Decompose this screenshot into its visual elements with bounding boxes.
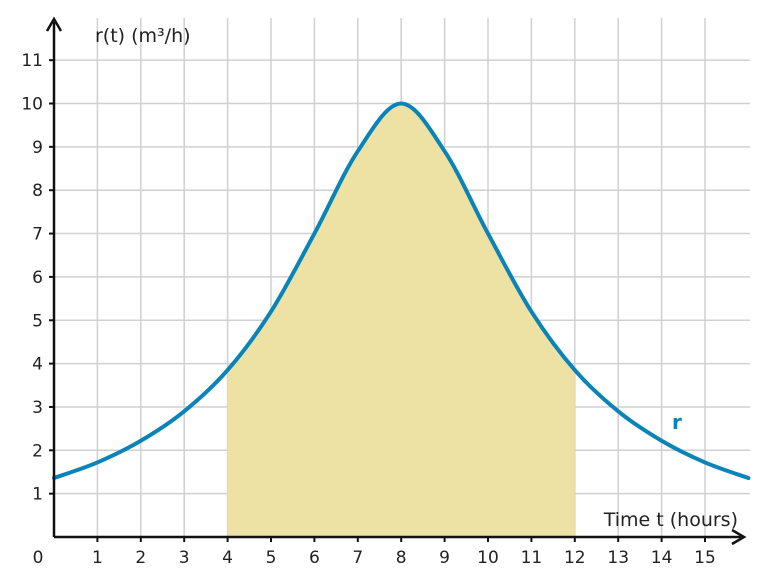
x-tick-label-0: 0: [33, 548, 44, 568]
x-tick-label-10: 10: [477, 548, 499, 568]
x-tick-label-13: 13: [607, 548, 629, 568]
x-axis-arrow: [731, 528, 747, 546]
shaded-area: [227, 103, 575, 537]
x-tick-label-5: 5: [266, 548, 277, 568]
x-tick-label-11: 11: [521, 548, 543, 568]
y-axis-arrow: [45, 16, 63, 32]
x-tick-label-12: 12: [564, 548, 586, 568]
y-tick-label-9: 9: [32, 138, 43, 158]
y-tick-label-5: 5: [32, 311, 43, 331]
x-tick-labels: 0 1 2 3 4 5 6 7 8 9 10 11 12 13 14 15: [33, 548, 716, 568]
y-tick-label-6: 6: [32, 268, 43, 288]
x-axis-label: Time t (hours): [603, 509, 738, 531]
y-tick-label-7: 7: [32, 225, 43, 245]
y-tick-label-4: 4: [32, 355, 43, 375]
curve-r: [52, 101, 751, 481]
x-tick-label-8: 8: [396, 548, 407, 568]
y-tick-label-1: 1: [32, 485, 43, 505]
series-label-r: r: [672, 410, 682, 434]
x-tick-label-4: 4: [222, 548, 233, 568]
y-tick-label-11: 11: [21, 51, 43, 71]
x-tick-label-3: 3: [179, 548, 190, 568]
y-tick-label-2: 2: [32, 441, 43, 461]
x-tick-label-7: 7: [352, 548, 363, 568]
y-tick-label-10: 10: [21, 95, 43, 115]
x-tick-label-15: 15: [694, 548, 716, 568]
y-tick-labels: 1 2 3 4 5 6 7 8 9 10 11: [21, 51, 43, 505]
x-tick-label-6: 6: [309, 548, 320, 568]
x-tick-label-1: 1: [92, 548, 103, 568]
x-tick-label-2: 2: [135, 548, 146, 568]
axes: [45, 16, 747, 546]
y-axis-label: r(t) (m³/h): [95, 25, 191, 47]
y-tick-label-8: 8: [32, 181, 43, 201]
x-tick-label-14: 14: [651, 548, 673, 568]
x-tick-label-9: 9: [439, 548, 450, 568]
y-tick-label-3: 3: [32, 398, 43, 418]
